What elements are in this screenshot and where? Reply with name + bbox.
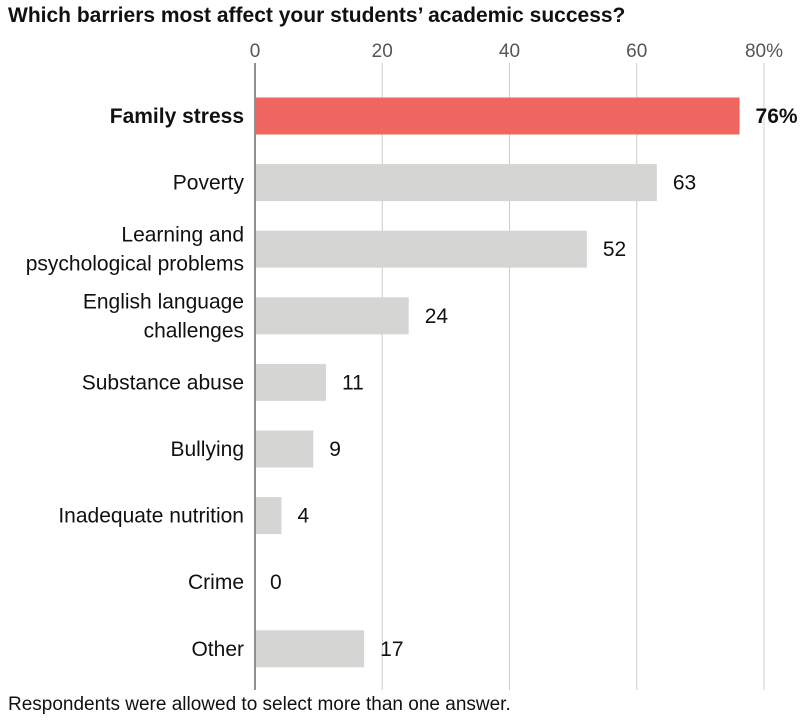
category-label: Other [191, 638, 244, 661]
category-label: Inadequate nutrition [58, 505, 244, 528]
category-label: Crime [188, 571, 244, 594]
value-label: 24 [425, 305, 449, 328]
value-label: 52 [603, 238, 626, 261]
category-label: psychological problems [26, 253, 244, 276]
category-label: challenges [144, 319, 244, 342]
x-tick-label: 20 [372, 41, 393, 62]
chart-title: Which barriers most affect your students… [8, 4, 626, 27]
bar [256, 230, 587, 268]
bars [256, 97, 740, 668]
value-label: 0 [270, 571, 282, 594]
category-label: Learning and [121, 224, 244, 247]
value-label: 76% [756, 105, 798, 128]
footnote: Respondents were allowed to select more … [8, 694, 511, 715]
bar [256, 97, 740, 135]
bar [256, 630, 365, 668]
bar-chart: 0 20 40 60 80% Family stressPovertyLearning … [26, 41, 798, 690]
bar [256, 297, 409, 335]
value-label: 63 [673, 172, 696, 195]
value-label: 17 [380, 638, 403, 661]
x-axis-ticks: 0 20 40 60 80% [250, 41, 783, 62]
x-tick-label: 60 [626, 41, 647, 62]
category-label: Bullying [170, 438, 244, 461]
category-labels: Family stress Poverty Learning and psycholo… [26, 105, 245, 661]
value-labels: 76% 63 52 24 11 9 4 0 17 [270, 105, 798, 661]
x-tick-label: 40 [499, 41, 520, 62]
bar [256, 164, 657, 202]
category-label: Poverty [173, 172, 245, 195]
category-label: English language [83, 290, 244, 313]
x-tick-label: 80% [745, 41, 783, 62]
value-label: 9 [329, 438, 341, 461]
x-tick-label: 0 [250, 41, 261, 62]
bar [256, 497, 282, 535]
category-label: Family stress [110, 105, 244, 128]
category-label: Substance abuse [82, 371, 244, 394]
value-label: 11 [342, 371, 364, 394]
bar [256, 363, 326, 401]
value-label: 4 [297, 505, 309, 528]
gridlines [254, 63, 765, 690]
bar [256, 430, 314, 468]
